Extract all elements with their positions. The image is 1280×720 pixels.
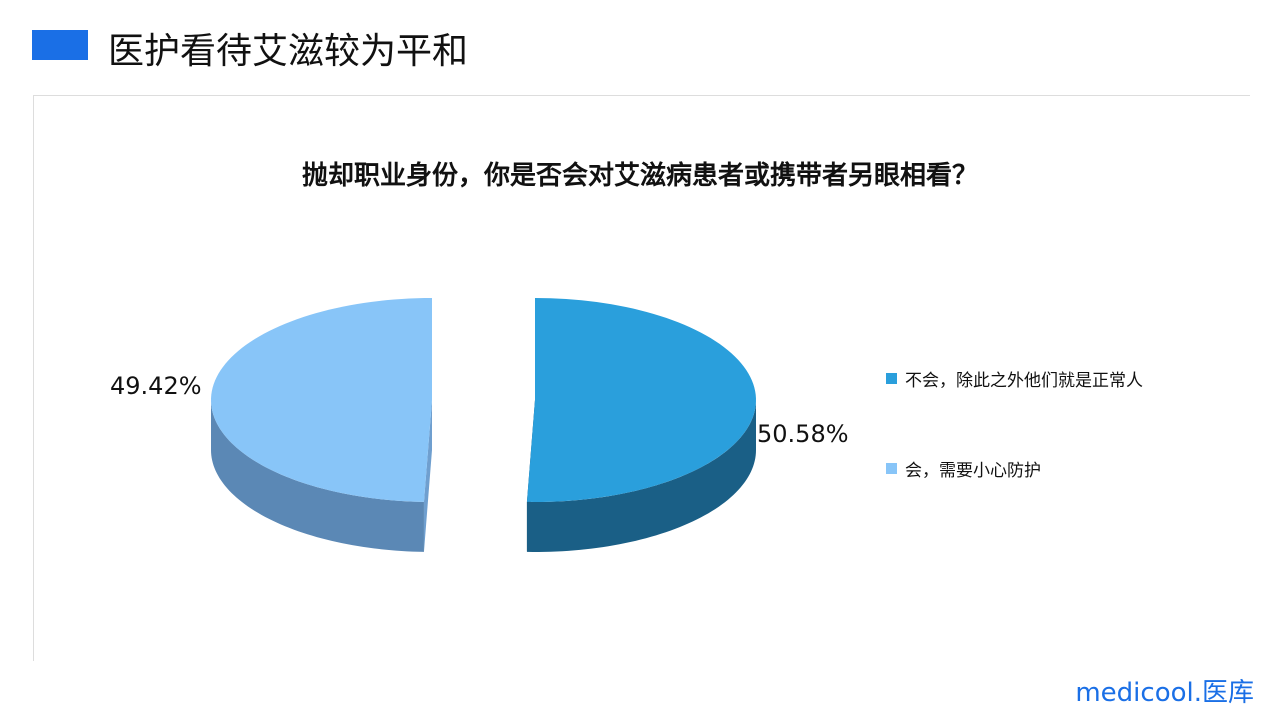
chart-title: 抛却职业身份，你是否会对艾滋病患者或携带者另眼相看？ [301, 161, 978, 191]
pie-slice-1 [211, 298, 432, 502]
chart-frame [33, 95, 1250, 661]
slice-cut-face-1 [423, 400, 432, 552]
slice-side-wall-0 [526, 400, 756, 552]
slice-side-wall-1 [211, 400, 424, 552]
data-label-1: 49.42% [110, 372, 202, 400]
page-title: 医护看待艾滋较为平和 [108, 31, 469, 72]
medicool-logo: medicool.医库 [1075, 678, 1254, 708]
legend-label: 不会，除此之外他们就是正常人 [905, 371, 1143, 391]
legend-item-0: 不会，除此之外他们就是正常人 [886, 366, 1143, 391]
pie-slice-0 [526, 298, 756, 502]
title-accent-bar [32, 30, 88, 60]
legend-swatch [886, 463, 897, 474]
data-label-0: 50.58% [757, 420, 849, 448]
legend-label: 会，需要小心防护 [905, 461, 1041, 481]
legend-item-1: 会，需要小心防护 [886, 456, 1041, 481]
legend-swatch [886, 373, 897, 384]
